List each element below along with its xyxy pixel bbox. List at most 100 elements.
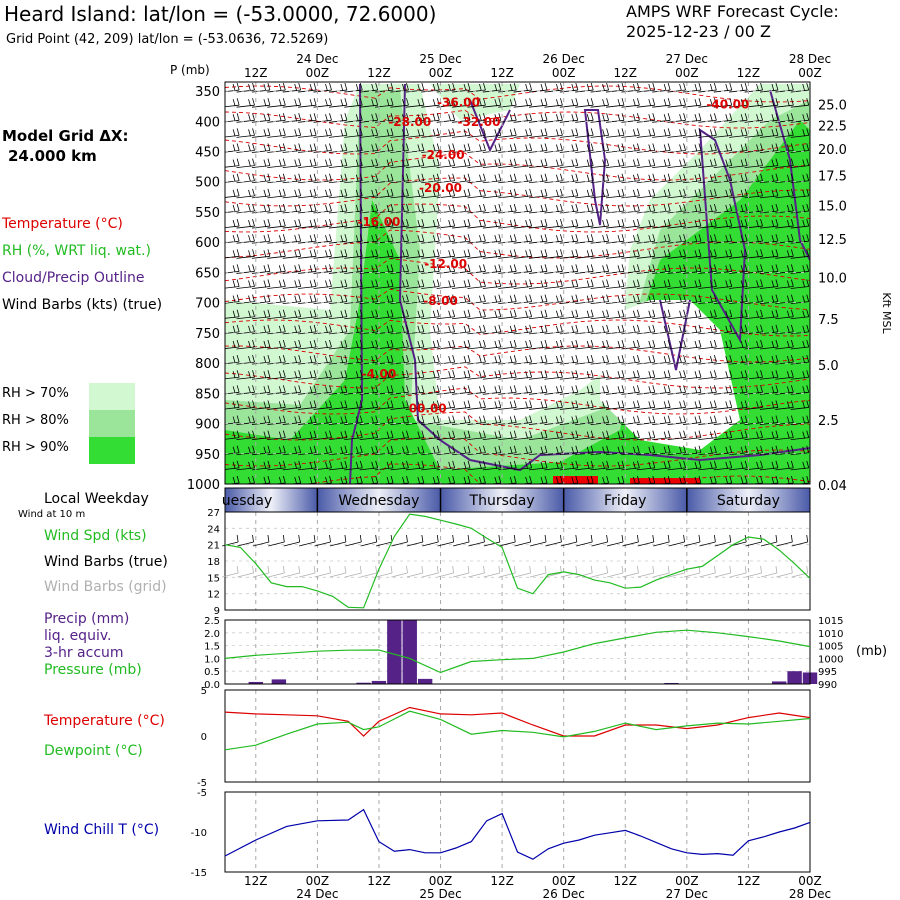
wind-barb xyxy=(405,173,425,184)
pressure-line xyxy=(224,629,811,674)
wind-barb xyxy=(267,309,286,320)
wind-barb xyxy=(559,128,579,138)
wind-barb xyxy=(225,82,240,93)
wind-barb xyxy=(359,264,379,274)
height-tick-label: 7.5 xyxy=(818,313,839,328)
wind-barb xyxy=(344,98,363,108)
wind-barb xyxy=(482,370,502,380)
wind-barb xyxy=(467,339,486,350)
pressure-tick-label: 900 xyxy=(195,418,220,433)
wind-barb xyxy=(375,128,394,138)
wind-barb xyxy=(452,264,471,274)
wind-barb xyxy=(267,400,286,410)
wind-barb xyxy=(452,218,471,229)
wind-barb xyxy=(225,370,240,380)
wind-barb xyxy=(344,339,363,350)
wind-barb xyxy=(375,113,394,123)
wind-barb xyxy=(759,82,779,93)
wind-barb xyxy=(759,370,779,380)
wind-barb xyxy=(251,309,271,320)
wind-barb xyxy=(605,188,625,199)
wind-barb xyxy=(375,203,394,214)
wind-barb xyxy=(682,339,702,350)
wind-barb xyxy=(267,249,286,259)
precip-tick-label: 2.5 xyxy=(204,616,220,627)
wind-barb xyxy=(729,279,748,289)
surface-wind-barb-grid xyxy=(345,565,362,578)
wind-barb xyxy=(375,415,394,425)
wind-barb xyxy=(682,158,702,169)
wind-barb xyxy=(605,324,625,335)
wind-barb xyxy=(390,218,409,229)
wind-barb xyxy=(744,249,763,259)
wind-barb xyxy=(621,188,640,199)
temperature-contour-label: -28.00 xyxy=(388,115,431,129)
wind-barb xyxy=(498,249,517,259)
wind-barb xyxy=(236,173,255,184)
weekday-strip: uesday Wednesday Thursday Friday Saturday xyxy=(222,487,811,513)
wind-barb xyxy=(605,309,625,320)
wind-barb xyxy=(405,188,425,199)
wind-barb xyxy=(298,370,317,380)
wind-barb xyxy=(652,415,671,425)
wind-barb xyxy=(359,82,379,93)
wind-barb xyxy=(467,128,486,138)
wind-barb xyxy=(482,158,502,169)
bottom-time-tick: 12Z xyxy=(367,874,391,888)
wind-barb xyxy=(267,385,286,395)
label-pressure: Pressure (mb) xyxy=(44,662,142,678)
wind-barb xyxy=(590,113,609,123)
wind-barb xyxy=(775,82,794,93)
wind-barb xyxy=(482,400,502,410)
windchill-panel-frame xyxy=(224,791,811,873)
wind-barb xyxy=(405,249,425,259)
wind-barb xyxy=(590,385,609,395)
wind-barb xyxy=(313,98,332,108)
wind-barb xyxy=(713,249,733,259)
wind-barb xyxy=(790,82,810,93)
wind-barb xyxy=(405,234,425,244)
wind-barb xyxy=(513,430,533,441)
wind-barb xyxy=(605,113,625,123)
wind-barb xyxy=(528,339,548,350)
wind-barb xyxy=(267,203,286,214)
wind-barb xyxy=(421,294,440,305)
wind-barb xyxy=(359,309,379,320)
wind-barb xyxy=(359,234,379,244)
wind-barb xyxy=(328,249,348,259)
wind-barb xyxy=(328,188,348,199)
wind-barb xyxy=(328,370,348,380)
precip-tick-label: 1.0 xyxy=(204,654,220,665)
top-time-tick: 00Z xyxy=(429,66,453,80)
wind-barb xyxy=(636,143,656,153)
wind-barb xyxy=(575,113,594,123)
wind-barb xyxy=(313,279,332,289)
wind-barb xyxy=(421,354,440,365)
temperature-contour xyxy=(225,366,810,389)
temperature-contour xyxy=(225,437,810,467)
wind-barb xyxy=(251,82,271,93)
wind-barb xyxy=(729,158,748,169)
wind-barb xyxy=(498,400,517,410)
wind-barb xyxy=(482,339,502,350)
wind-barb xyxy=(652,354,671,365)
wind-barb xyxy=(236,113,255,123)
wind-barb xyxy=(759,173,779,184)
wind-barb xyxy=(559,143,579,153)
wind-barb xyxy=(421,385,440,395)
wind-barb xyxy=(359,203,379,214)
wind-barb xyxy=(513,98,533,108)
wind-barb xyxy=(498,98,517,108)
wind-barb xyxy=(713,400,733,410)
wind-barb xyxy=(559,339,579,350)
wind-barb xyxy=(544,98,563,108)
wind-barb xyxy=(498,309,517,320)
wind-barb xyxy=(498,188,517,199)
wind-barb xyxy=(652,128,671,138)
wind-barb xyxy=(267,128,286,138)
wind-barb xyxy=(790,385,810,395)
wind-barb xyxy=(759,128,779,138)
wind-barb xyxy=(605,158,625,169)
wind-barb xyxy=(436,249,456,259)
wind-barb xyxy=(744,98,763,108)
